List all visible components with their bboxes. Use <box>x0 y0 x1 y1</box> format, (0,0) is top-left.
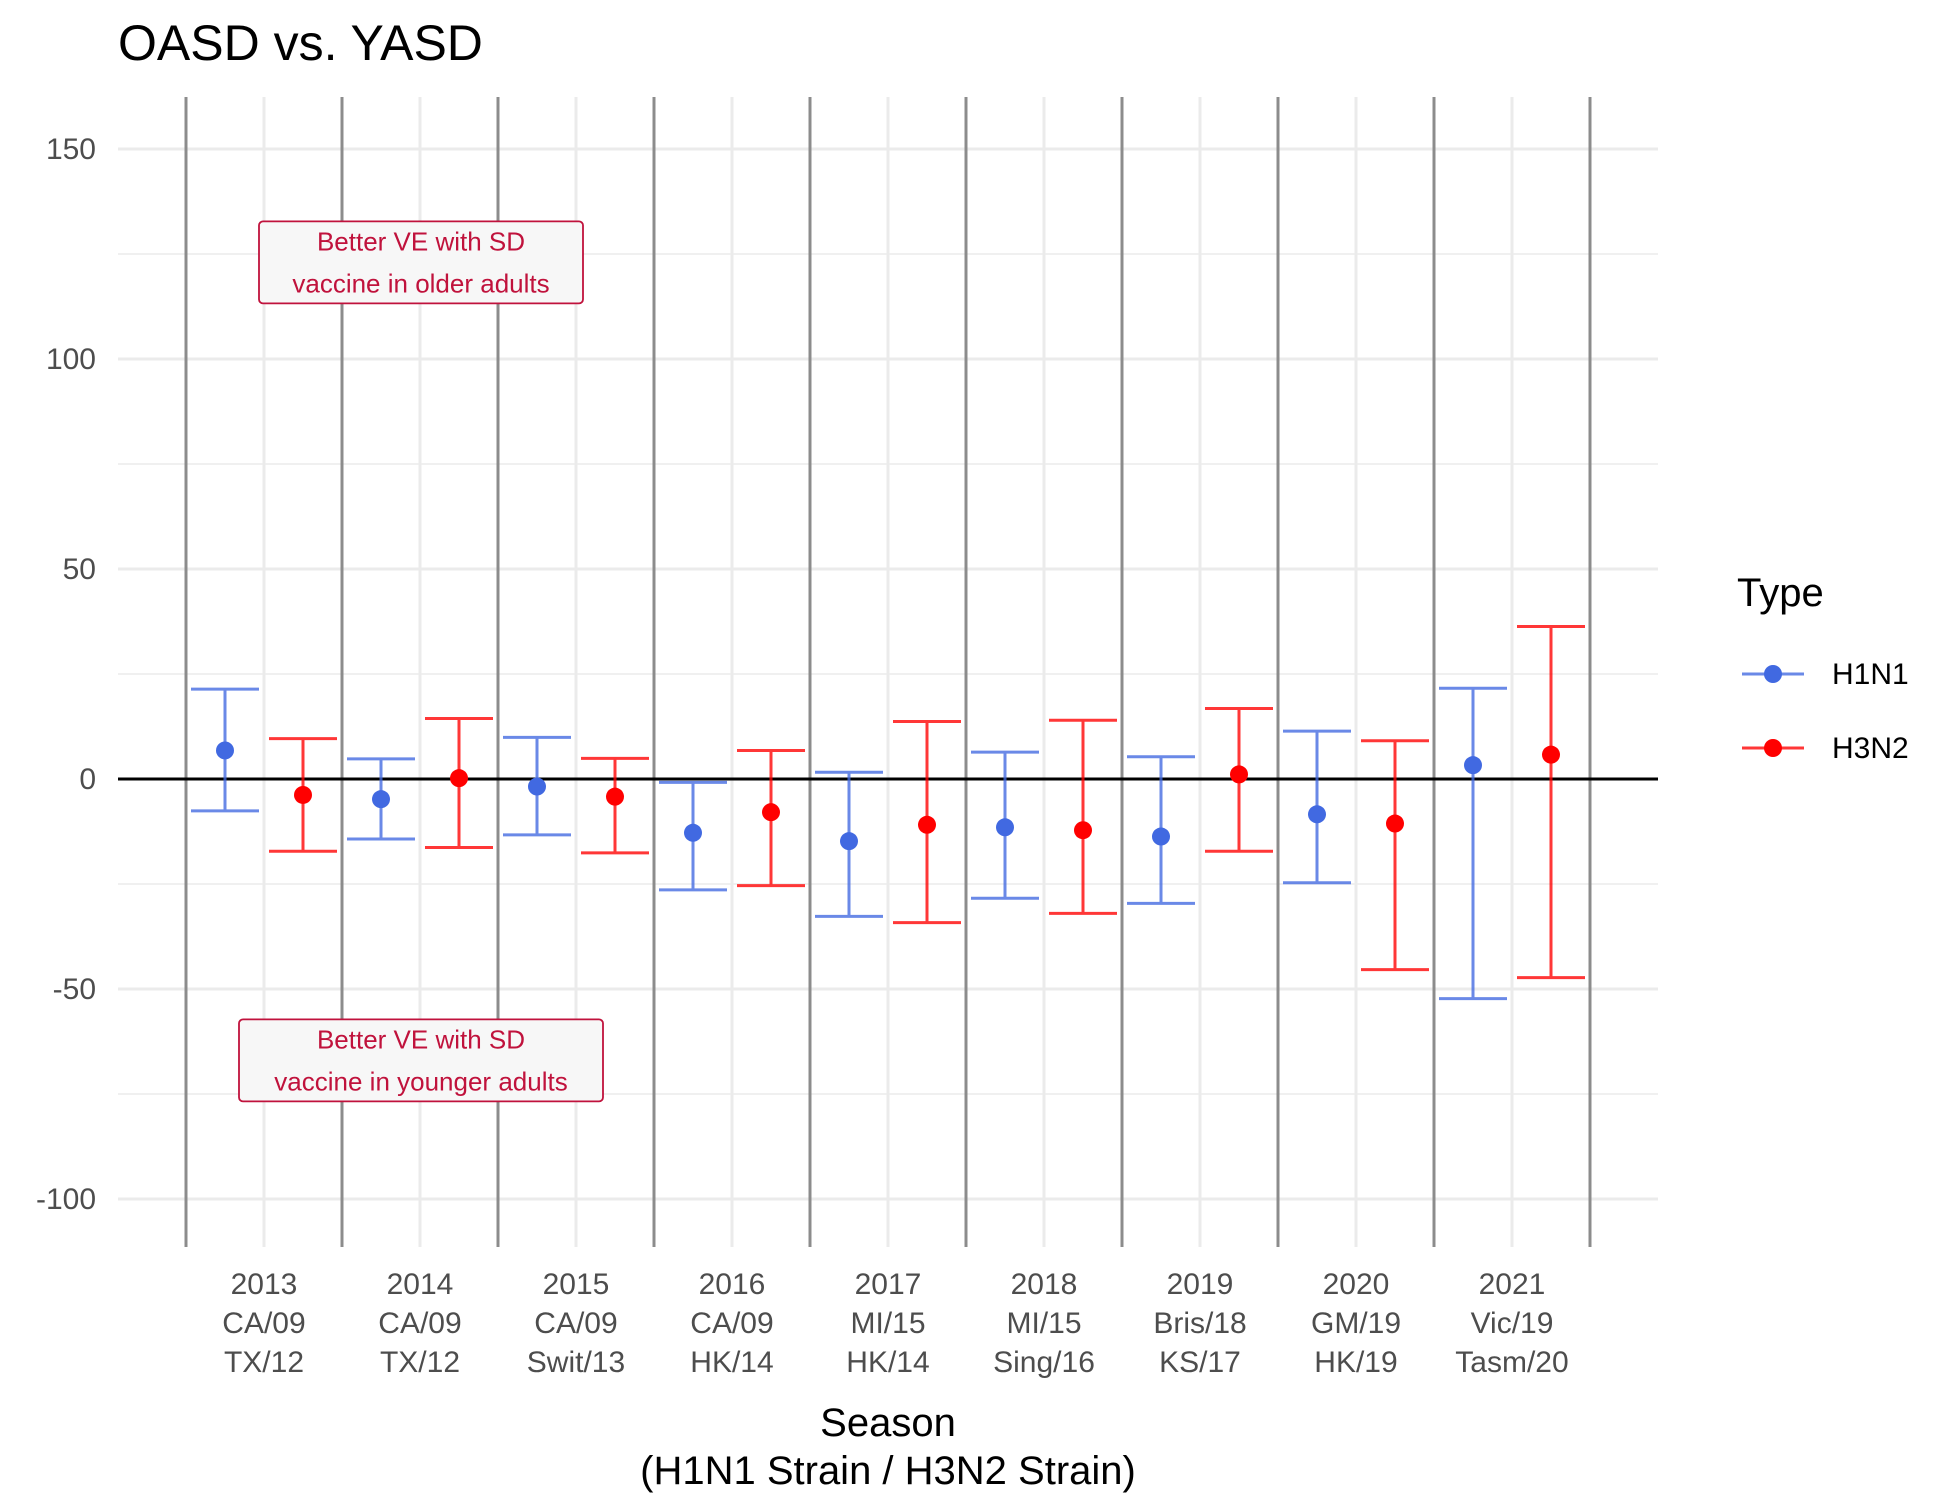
annotation-text: Better VE with SD <box>317 226 525 256</box>
legend-item-h3n2: H3N2 <box>1742 732 1909 765</box>
y-tick-label: 100 <box>46 343 96 376</box>
data-point <box>450 769 468 788</box>
annotation-text: vaccine in younger adults <box>274 1066 567 1096</box>
data-point <box>294 785 312 804</box>
y-tick-label: -50 <box>53 973 96 1006</box>
error-bar <box>1517 625 1585 980</box>
x-axis-title-line: (H1N1 Strain / H3N2 Strain) <box>640 1449 1136 1493</box>
data-point <box>762 803 780 822</box>
x-tick-label-line: 2019 <box>1167 1268 1234 1301</box>
x-tick-label: 2016 CA/09 HK/14 <box>690 1268 773 1379</box>
legend-title: Type <box>1737 571 1824 615</box>
x-tick-label-line: MI/15 <box>850 1307 925 1340</box>
annotation-box: Better VE with SD vaccine in younger adul… <box>238 1018 604 1103</box>
annotation-box: Better VE with SD vaccine in older adults <box>258 220 584 305</box>
data-point <box>1152 827 1170 846</box>
data-point <box>1074 821 1092 840</box>
x-tick-label-line: 2021 <box>1479 1268 1546 1301</box>
x-tick-label: 2020 GM/19 HK/19 <box>1311 1268 1401 1379</box>
x-tick-label: 2013 CA/09 TX/12 <box>222 1268 305 1379</box>
series-h3n2 <box>269 625 1585 980</box>
legend-label: H3N2 <box>1832 732 1909 765</box>
x-tick-label-line: Swit/13 <box>527 1346 625 1379</box>
series-layer <box>191 625 1585 1001</box>
annotation-frame <box>258 220 584 305</box>
x-tick-label-line: 2016 <box>699 1268 766 1301</box>
error-bar <box>581 756 649 855</box>
data-point <box>528 777 546 796</box>
x-tick-label-line: Vic/19 <box>1471 1307 1554 1340</box>
x-axis-title-line: Season <box>820 1401 956 1445</box>
error-bar <box>1361 739 1429 972</box>
x-axis-ticks: 2013 CA/09 TX/12 2014 CA/09 TX/12 2015 CA/09 Swi… <box>222 1268 1568 1379</box>
x-tick-label-line: HK/19 <box>1314 1346 1397 1379</box>
legend-key-point <box>1764 665 1782 683</box>
x-tick-label-line: TX/12 <box>380 1346 460 1379</box>
x-tick-label-line: KS/17 <box>1159 1346 1241 1379</box>
data-point <box>1542 745 1560 764</box>
x-tick-label-line: CA/09 <box>534 1307 617 1340</box>
x-tick-label-line: Bris/18 <box>1153 1307 1246 1340</box>
annotation-text: vaccine in older adults <box>292 268 549 298</box>
x-tick-label: 2014 CA/09 TX/12 <box>378 1268 461 1379</box>
data-point <box>996 818 1014 837</box>
data-point <box>840 832 858 851</box>
x-tick-label-line: HK/14 <box>846 1346 929 1379</box>
data-point <box>1308 805 1326 824</box>
x-tick-label-line: 2017 <box>855 1268 922 1301</box>
x-tick-label-line: 2020 <box>1323 1268 1390 1301</box>
x-tick-label-line: MI/15 <box>1006 1307 1081 1340</box>
data-point <box>918 815 936 834</box>
annotations: Better VE with SD vaccine in older adults… <box>238 220 604 1103</box>
x-tick-label-line: TX/12 <box>224 1346 304 1379</box>
x-tick-label-line: GM/19 <box>1311 1307 1401 1340</box>
x-tick-label: 2017 MI/15 HK/14 <box>846 1268 929 1379</box>
series-h1n1 <box>191 686 1507 1001</box>
error-bar <box>1439 686 1507 1001</box>
data-point <box>684 823 702 842</box>
x-tick-label: 2019 Bris/18 KS/17 <box>1153 1268 1246 1379</box>
x-tick-label-line: Sing/16 <box>993 1346 1095 1379</box>
x-tick-label-line: 2013 <box>231 1268 298 1301</box>
data-point <box>372 790 390 809</box>
x-axis-title: Season(H1N1 Strain / H3N2 Strain) <box>640 1401 1136 1493</box>
x-tick-label-line: HK/14 <box>690 1346 773 1379</box>
y-tick-label: -100 <box>36 1183 96 1216</box>
x-tick-label-line: CA/09 <box>222 1307 305 1340</box>
x-tick-label-line: Tasm/20 <box>1455 1346 1568 1379</box>
legend-item-h1n1: H1N1 <box>1742 658 1909 691</box>
annotation-frame <box>238 1018 604 1103</box>
x-tick-label-line: CA/09 <box>378 1307 461 1340</box>
annotation-text: Better VE with SD <box>317 1024 525 1054</box>
data-point <box>1464 756 1482 775</box>
legend: Type H1N1 H3N2 <box>1737 571 1909 765</box>
y-tick-label: 50 <box>63 553 96 586</box>
data-point <box>606 787 624 806</box>
x-tick-label: 2018 MI/15 Sing/16 <box>993 1268 1095 1379</box>
legend-key-point <box>1764 739 1782 757</box>
y-axis-ticks: 150 100 50 0 -50 -100 <box>36 133 96 1216</box>
x-tick-label-line: 2015 <box>543 1268 610 1301</box>
x-tick-label-line: CA/09 <box>690 1307 773 1340</box>
x-tick-label-line: 2018 <box>1011 1268 1078 1301</box>
data-point <box>216 741 234 760</box>
x-tick-label: 2021 Vic/19 Tasm/20 <box>1455 1268 1568 1379</box>
legend-label: H1N1 <box>1832 658 1909 691</box>
data-point <box>1230 765 1248 784</box>
data-point <box>1386 814 1404 833</box>
error-bar <box>1049 718 1117 915</box>
y-tick-label: 150 <box>46 133 96 166</box>
x-tick-label: 2015 CA/09 Swit/13 <box>527 1268 625 1379</box>
x-tick-label-line: 2014 <box>387 1268 454 1301</box>
chart-title: OASD vs. YASD <box>118 15 483 71</box>
y-tick-label: 0 <box>79 763 96 796</box>
